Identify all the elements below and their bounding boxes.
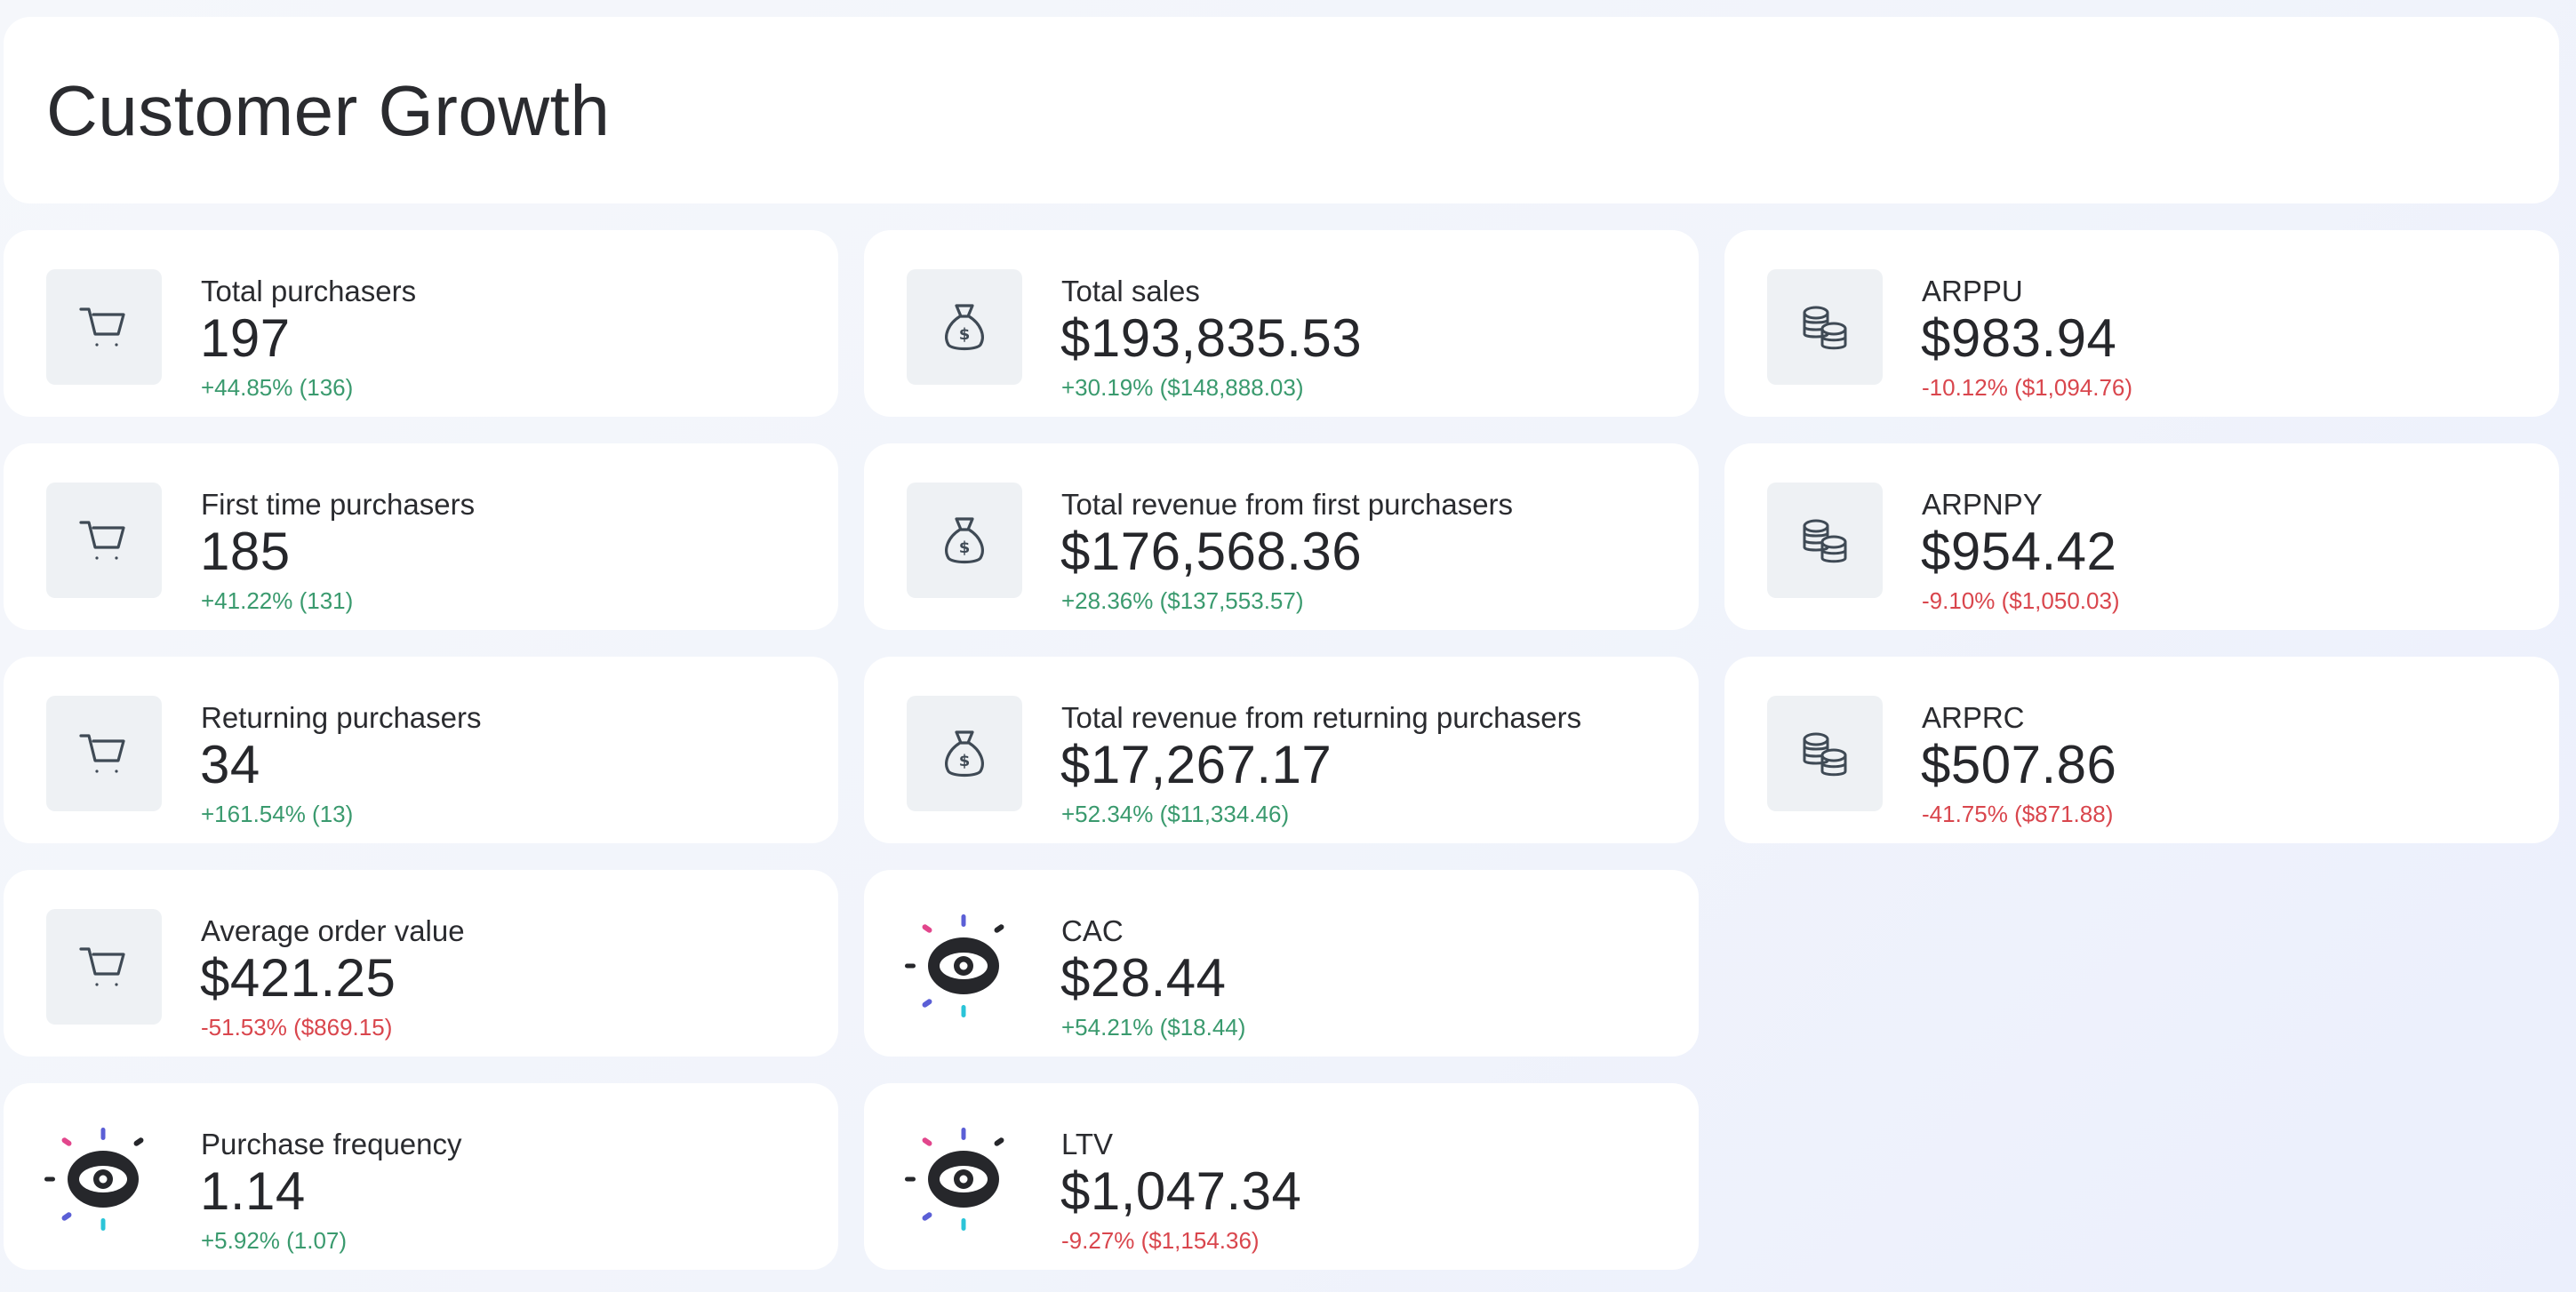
metric-label: LTV [1061,1128,1114,1160]
metric-card-returning-purchasers: Returning purchasers 34 +161.54% (13) [4,657,838,843]
metric-change: -10.12% ($1,094.76) [1922,374,2133,401]
metric-value: $983.94 [1921,308,2117,368]
metric-value: 34 [200,735,260,794]
metric-label: First time purchasers [201,488,476,521]
metric-card-total-purchasers: Total purchasers 197 +44.85% (136) [4,230,838,417]
page-title: Customer Growth [46,71,611,150]
metric-change: +5.92% (1.07) [201,1227,348,1254]
cart-icon [46,909,162,1025]
metric-label: Total revenue from first purchasers [1061,488,1514,521]
money-bag-icon: $ [907,269,1022,385]
metric-label: Average order value [201,914,465,947]
metric-change: +28.36% ($137,553.57) [1061,587,1304,614]
metric-card-ltv: LTV $1,047.34 -9.27% ($1,154.36) [864,1083,1699,1270]
money-bag-icon: $ [907,696,1022,811]
metric-value: $193,835.53 [1060,308,1363,368]
metric-change: +52.34% ($11,334.46) [1061,801,1290,827]
metric-value: $421.25 [200,948,396,1008]
page-header: Customer Growth [4,17,2559,203]
metric-value: 197 [200,308,291,368]
metric-change: +30.19% ($148,888.03) [1061,374,1304,401]
metric-label: Total purchasers [201,275,417,307]
metric-value: $28.44 [1060,948,1227,1008]
eye-burst-icon [900,1115,1028,1243]
metric-card-arpnpy: ARPNPY $954.42 -9.10% ($1,050.03) [1724,443,2559,630]
cart-icon [46,696,162,811]
metric-card-first-time-purchasers: First time purchasers 185 +41.22% (131) [4,443,838,630]
metric-card-purchase-frequency: Purchase frequency 1.14 +5.92% (1.07) [4,1083,838,1270]
metric-change: -9.10% ($1,050.03) [1922,587,2120,614]
svg-text:$: $ [959,752,971,770]
metric-label: ARPPU [1922,275,2023,307]
metric-card-cac: CAC $28.44 +54.21% ($18.44) [864,870,1699,1057]
coins-icon [1767,696,1883,811]
metric-card-arprc: ARPRC $507.86 -41.75% ($871.88) [1724,657,2559,843]
metric-value: 185 [200,522,291,581]
metric-value: 1.14 [200,1161,306,1221]
metric-card-total-sales: $ Total sales $193,835.53 +30.19% ($148,88… [864,230,1699,417]
cart-icon [46,269,162,385]
metric-value: $17,267.17 [1060,735,1332,794]
money-bag-icon: $ [907,483,1022,598]
metric-card-arppu: ARPPU $983.94 -10.12% ($1,094.76) [1724,230,2559,417]
metric-value: $507.86 [1921,735,2117,794]
metric-card-revenue-returning-purchasers: $ Total revenue from returning purchaser… [864,657,1699,843]
metric-change: -51.53% ($869.15) [201,1014,393,1041]
coins-icon [1767,269,1883,385]
metric-value: $1,047.34 [1060,1161,1302,1221]
metric-label: ARPNPY [1922,488,2043,521]
metric-label: Total sales [1061,275,1200,307]
metric-change: +161.54% (13) [201,801,354,827]
metric-card-average-order-value: Average order value $421.25 -51.53% ($869.… [4,870,838,1057]
metric-change: -41.75% ($871.88) [1922,801,2114,827]
coins-icon [1767,483,1883,598]
metric-change: +41.22% (131) [201,587,354,614]
eye-burst-icon [900,902,1028,1030]
metric-label: Returning purchasers [201,701,482,734]
metric-value: $176,568.36 [1060,522,1363,581]
svg-text:$: $ [959,538,971,557]
svg-text:$: $ [959,325,971,344]
metric-change: +54.21% ($18.44) [1061,1014,1246,1041]
metric-change: +44.85% (136) [201,374,354,401]
metric-change: -9.27% ($1,154.36) [1061,1227,1260,1254]
metric-label: Total revenue from returning purchasers [1061,701,1582,734]
metric-card-revenue-first-purchasers: $ Total revenue from first purchasers $17… [864,443,1699,630]
metric-label: Purchase frequency [201,1128,462,1160]
metric-label: CAC [1061,914,1124,947]
metric-value: $954.42 [1921,522,2117,581]
cart-icon [46,483,162,598]
metric-label: ARPRC [1922,701,2025,734]
eye-burst-icon [39,1115,167,1243]
